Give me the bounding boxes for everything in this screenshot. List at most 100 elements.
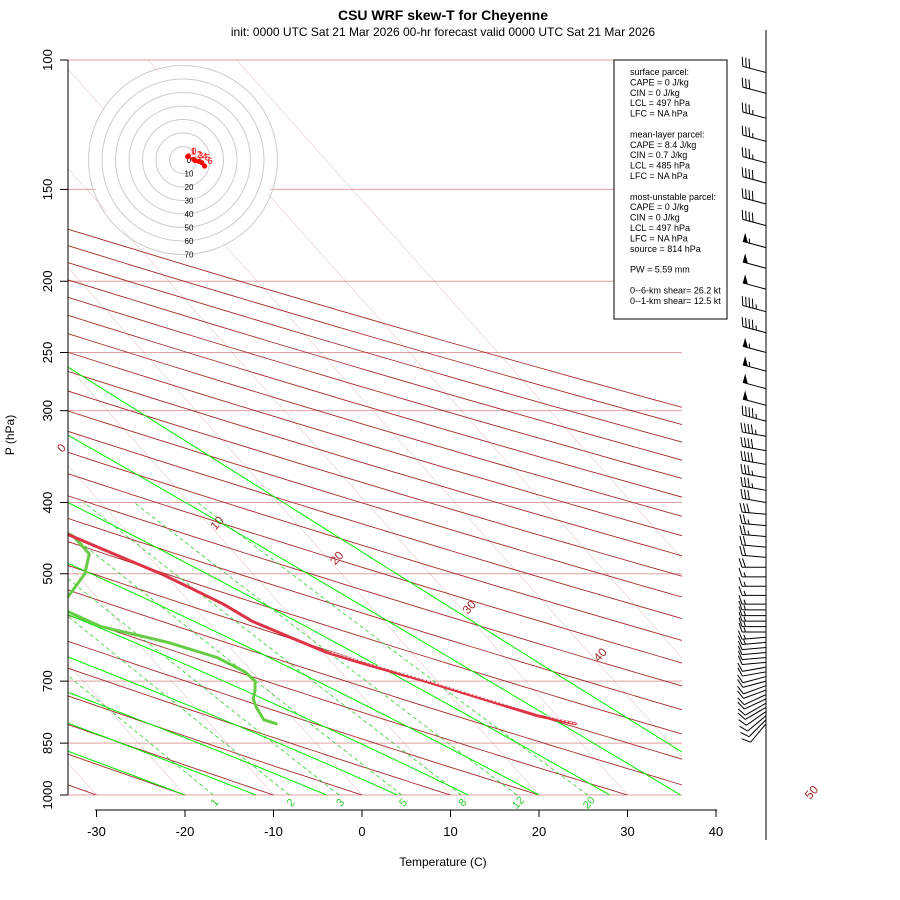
wind-barb-full: [743, 464, 747, 475]
wind-barb: [737, 640, 767, 651]
wind-barb-full: [739, 725, 748, 732]
wind-barb-full: [747, 452, 750, 462]
wind-barb: [741, 147, 767, 164]
wind-barb: [737, 662, 767, 672]
stats-line: LFC = NA hPa: [630, 109, 688, 119]
wind-barb-flag: [742, 356, 748, 367]
wind-barb-full: [742, 546, 747, 556]
wind-barb: [738, 711, 767, 726]
wind-barb-full: [737, 679, 744, 688]
wind-barb-full: [747, 490, 750, 500]
wind-barb: [737, 650, 767, 661]
wind-barb-shaft: [742, 65, 767, 74]
dry-adiabat-line: [68, 279, 682, 461]
wind-barb-half: [751, 470, 754, 476]
wind-barb: [740, 476, 767, 491]
wind-barb-half: [743, 605, 746, 611]
dry-adiabat-lines: [68, 228, 682, 795]
wind-barb: [741, 317, 767, 334]
wind-barb-full: [751, 319, 754, 330]
wind-barb-half: [743, 616, 746, 622]
dry-adiabat-line: [68, 262, 682, 443]
wind-barb-full: [737, 667, 743, 677]
dry-adiabat-line: [68, 351, 682, 537]
wind-barb-shaft: [744, 702, 767, 716]
wind-barb-full: [745, 317, 747, 328]
wind-barb-full: [740, 732, 750, 738]
hodograph-point-label: 2: [197, 149, 202, 159]
wind-barb: [738, 600, 766, 611]
hodograph-background: [91, 68, 275, 252]
wind-barb: [738, 567, 766, 578]
wind-barb-shaft: [744, 706, 767, 720]
wind-barb: [738, 611, 766, 622]
wind-barb-shaft: [742, 381, 767, 390]
dry-adiabat-line: [68, 589, 682, 786]
wind-barb: [741, 723, 767, 743]
wind-barb-full: [748, 127, 751, 137]
wind-barb-full: [748, 211, 751, 222]
dry-adiabat-line: [68, 245, 682, 426]
wind-barb-full: [741, 295, 744, 306]
x-tick-label: 30: [620, 824, 634, 839]
hodograph-point-label: 1: [191, 147, 196, 157]
stats-line: CIN = 0.7 J/kg: [630, 150, 687, 160]
wind-barb-full: [745, 210, 747, 221]
y-axis-ticks: 100 150 200 250 300 400 500 700 850 1000: [40, 49, 68, 809]
x-tick-label: 0: [358, 824, 365, 839]
wind-barb-full: [738, 611, 743, 622]
wind-barb-full: [737, 645, 743, 655]
wind-barb-shaft: [742, 156, 767, 164]
wind-barb-shaft: [742, 111, 767, 119]
wind-barb-full: [741, 209, 744, 220]
wind-barb-half: [747, 530, 750, 536]
wind-barb-shaft: [742, 666, 767, 672]
wind-barb-full: [738, 595, 743, 605]
dry-adiabat-line: [68, 333, 682, 517]
y-axis-title: P (hPa): [3, 415, 17, 455]
wind-barb-full: [740, 450, 743, 461]
wind-barb-shaft: [742, 218, 767, 227]
dry-adiabat-line: [68, 495, 682, 687]
mixing-ratio-label: 20: [581, 794, 598, 811]
stats-line: mean-layer parcel:: [630, 129, 705, 139]
wind-barb: [739, 535, 767, 548]
y-tick-label: 200: [40, 270, 55, 292]
isotherm-label: 20: [327, 548, 347, 568]
isotherm-line: [68, 168, 628, 795]
stats-line: LFC = NA hPa: [630, 171, 688, 181]
wind-barb: [737, 674, 767, 684]
wind-barb-shaft: [742, 523, 767, 527]
wind-barb-shaft: [743, 689, 767, 699]
wind-barb-full: [748, 148, 751, 159]
hodograph-ring-label: 10: [185, 170, 194, 179]
hodograph-point-label: 4: [202, 151, 207, 161]
x-tick-label: 40: [709, 824, 723, 839]
wind-barb: [738, 586, 766, 596]
hodograph-point-label: 0: [191, 146, 196, 156]
mixing-ratio-label: 3: [334, 797, 347, 810]
wind-barb-full: [738, 617, 743, 627]
moist-adiabat-line: [68, 656, 398, 795]
wind-barb-full: [737, 697, 745, 706]
wind-barb-half: [743, 590, 746, 596]
wind-barb-shaft: [748, 719, 767, 738]
mixing-ratio-label: 5: [397, 797, 410, 810]
wind-barb: [738, 595, 766, 605]
wind-barb: [737, 655, 767, 665]
wind-barb-full: [737, 635, 743, 645]
mixing-ratio-line: [68, 675, 214, 795]
isotherm-line: [236, 60, 682, 560]
wind-barb: [740, 488, 767, 504]
wind-barb-shaft: [742, 240, 767, 249]
wind-barb-half: [743, 599, 746, 605]
stats-line: CAPE = 0 J/kg: [630, 202, 689, 212]
wind-barb: [742, 232, 767, 249]
wind-barb: [739, 514, 767, 527]
wind-barb-full: [746, 503, 750, 513]
wind-barb: [738, 622, 766, 633]
wind-barb: [739, 715, 767, 732]
wind-barb-full: [751, 169, 754, 180]
wind-barb-full: [743, 437, 747, 448]
